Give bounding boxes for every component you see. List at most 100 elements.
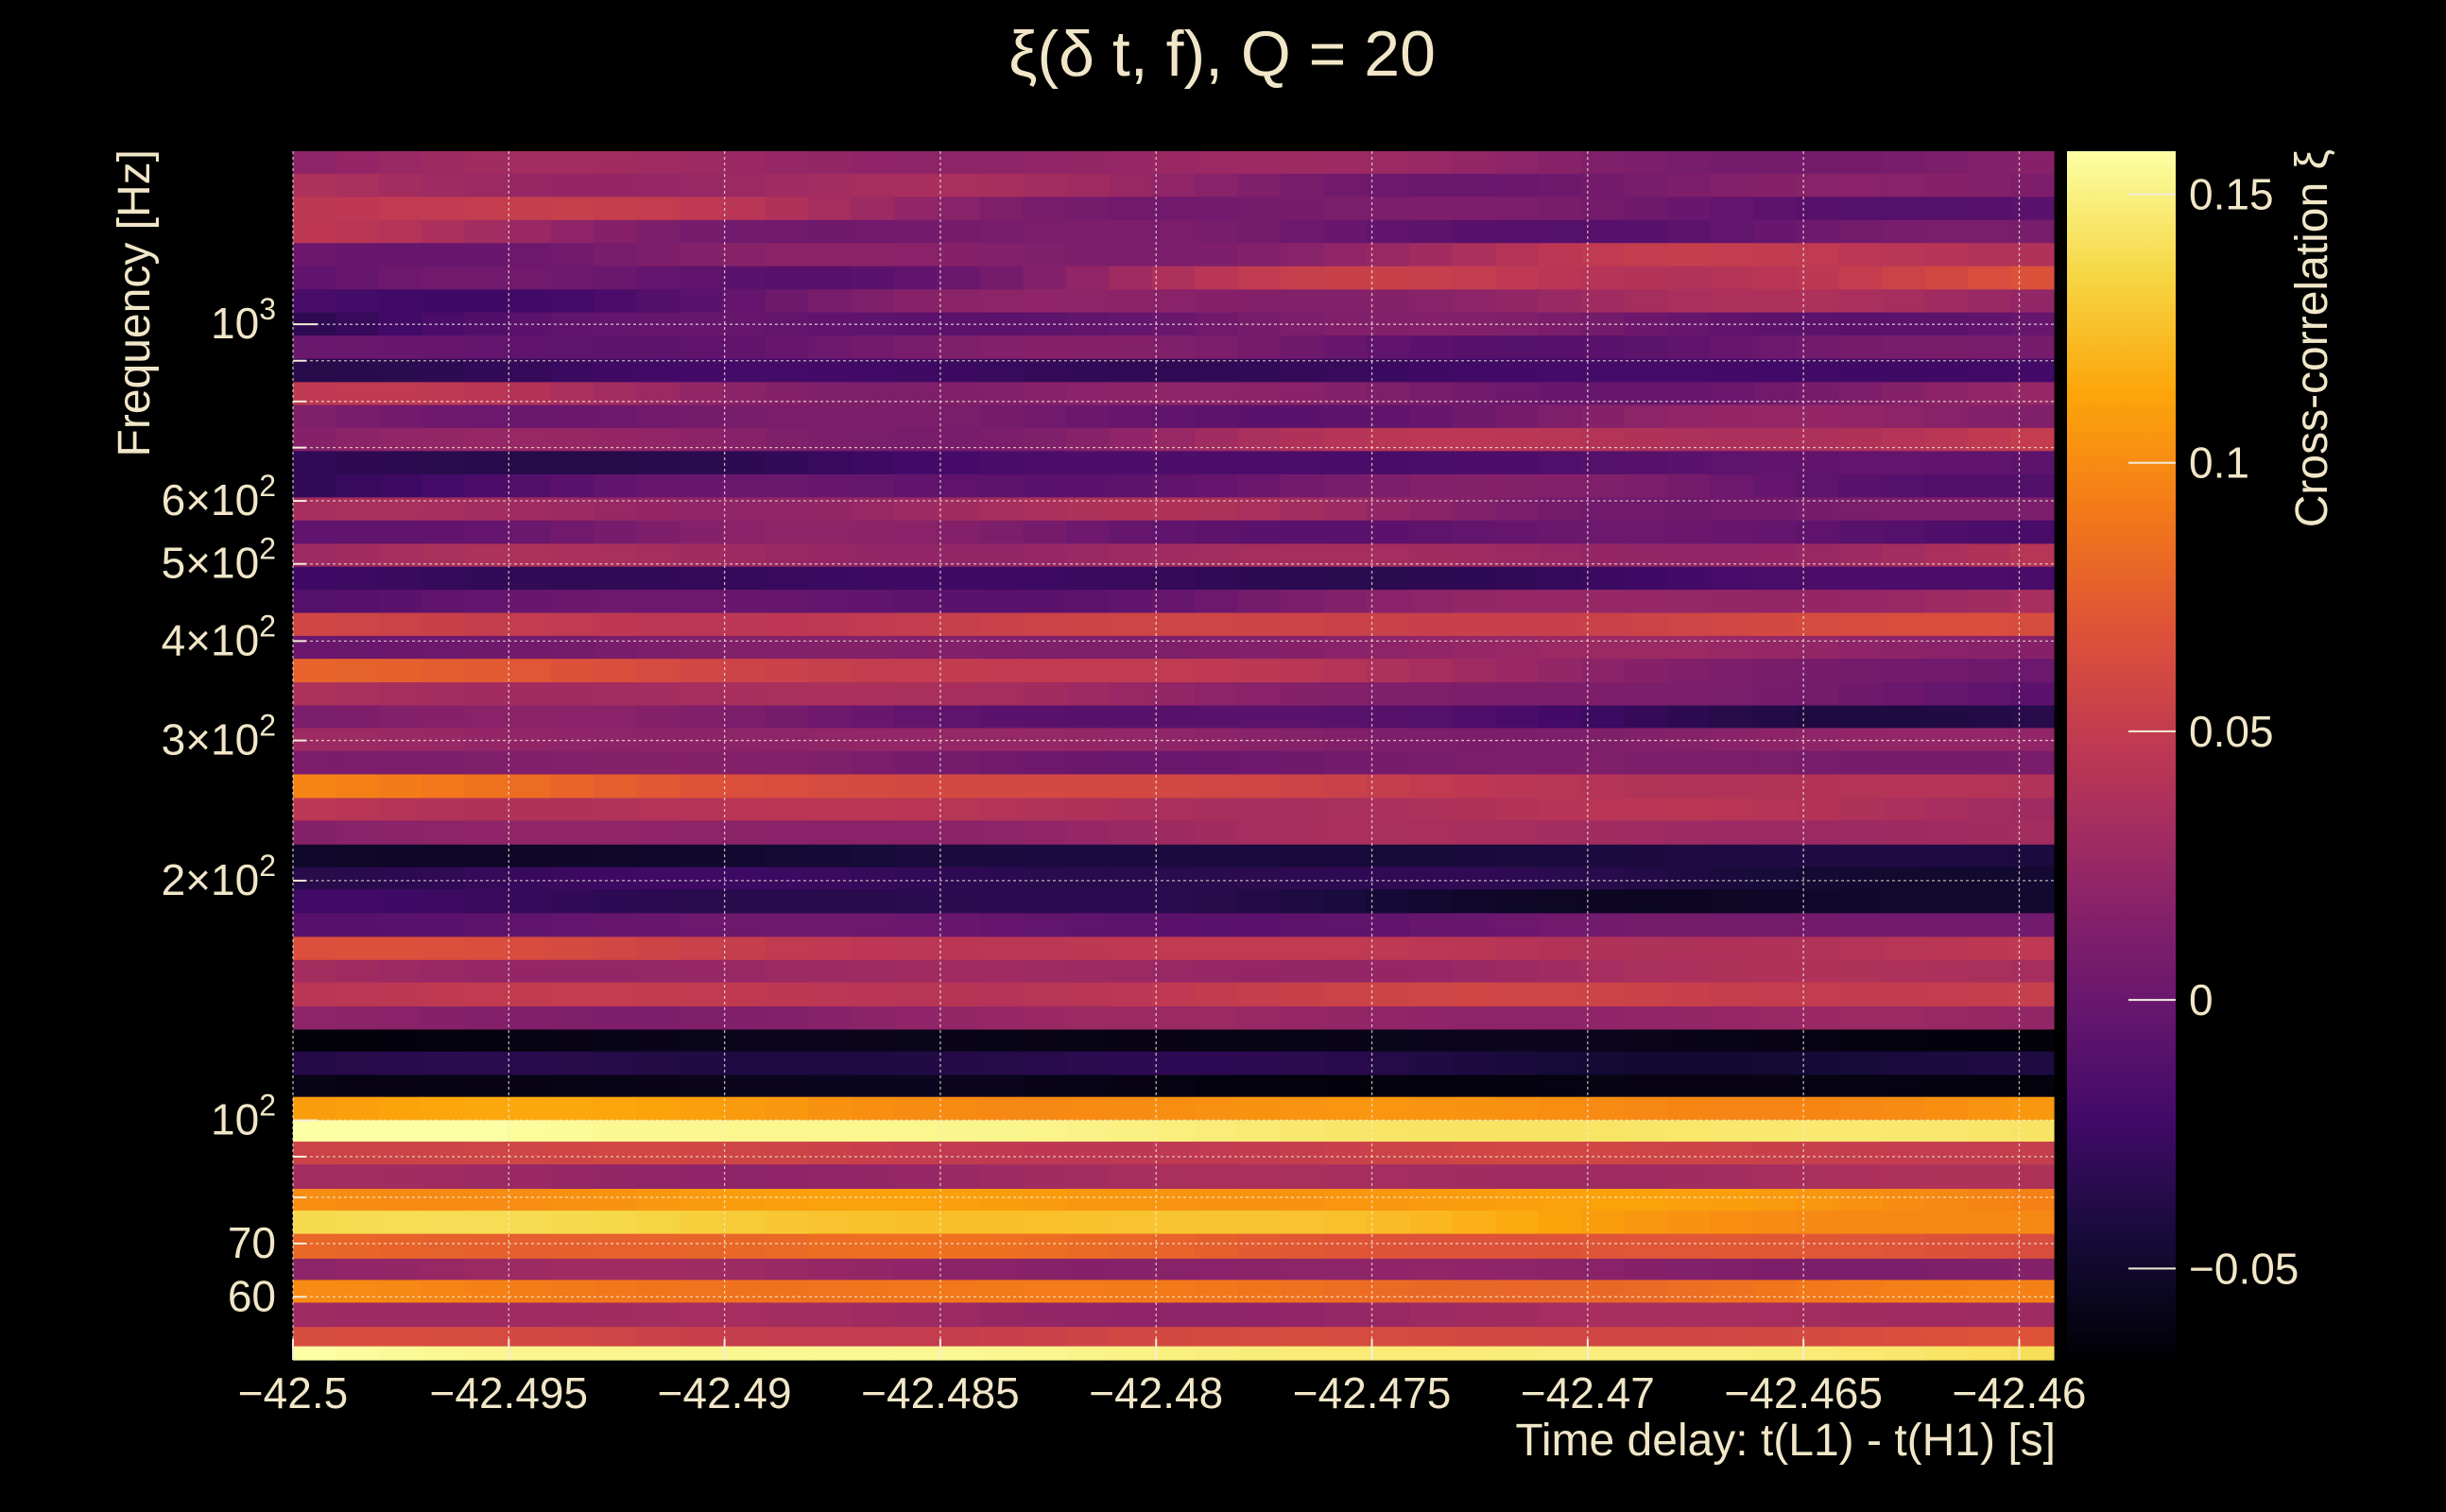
heatmap-cell xyxy=(980,151,1025,175)
heatmap-cell xyxy=(722,728,767,752)
heatmap-cell xyxy=(851,151,895,175)
heatmap-cell xyxy=(679,289,723,314)
heatmap-cell xyxy=(1452,520,1496,545)
heatmap-cell xyxy=(765,1258,809,1281)
heatmap-cell xyxy=(1796,1189,1840,1211)
heatmap-cell xyxy=(1281,566,1325,591)
heatmap-cell xyxy=(679,1096,723,1122)
heatmap-cell xyxy=(550,1120,594,1143)
heatmap-cell xyxy=(464,404,508,429)
heatmap-cell xyxy=(1323,1280,1368,1304)
heatmap-cell xyxy=(1023,705,1067,730)
heatmap-cell xyxy=(808,566,853,591)
heatmap-cell xyxy=(1968,659,2012,683)
heatmap-cell xyxy=(980,1302,1025,1328)
heatmap-cell xyxy=(1538,1096,1582,1122)
heatmap-cell xyxy=(980,219,1025,244)
heatmap-cell xyxy=(1366,590,1411,614)
heatmap-cell xyxy=(550,335,594,360)
heatmap-cell xyxy=(722,705,767,730)
heatmap-cell xyxy=(422,659,466,683)
heatmap-cell xyxy=(1968,1189,2012,1211)
heatmap-cell xyxy=(1151,266,1196,290)
heatmap-cell xyxy=(937,889,981,914)
heatmap-cell xyxy=(1366,889,1411,914)
heatmap-cell xyxy=(422,1327,466,1348)
heatmap-cell xyxy=(1237,1327,1282,1348)
heatmap-cell xyxy=(1538,635,1582,660)
heatmap-cell xyxy=(1195,820,1239,846)
heatmap-cell xyxy=(1838,982,1883,1007)
heatmap-cell xyxy=(594,682,638,707)
heatmap-cell xyxy=(1023,1346,1067,1361)
heatmap-cell xyxy=(1882,1211,1926,1235)
heatmap-cell xyxy=(851,750,895,776)
heatmap-cell xyxy=(1237,1258,1282,1281)
heatmap-cell xyxy=(2010,1346,2055,1361)
heatmap-cell xyxy=(1968,1120,2012,1143)
heatmap-cell xyxy=(1195,1258,1239,1281)
heatmap-cell xyxy=(1452,959,1496,984)
heatmap-cell xyxy=(1538,936,1582,961)
heatmap-cell xyxy=(1409,798,1454,821)
heatmap-cell xyxy=(1151,1142,1196,1165)
heatmap-cell xyxy=(1838,936,1883,961)
heatmap-cell xyxy=(1409,451,1454,475)
heatmap-cell xyxy=(1195,1005,1239,1031)
heatmap-cell xyxy=(293,473,337,498)
heatmap-cell xyxy=(722,173,767,198)
heatmap-cell xyxy=(1924,1302,1969,1328)
heatmap-cell xyxy=(1667,451,1712,475)
heatmap-cell xyxy=(336,889,380,914)
heatmap-cell xyxy=(1710,659,1754,683)
heatmap-cell xyxy=(1838,913,1883,937)
heatmap-cell xyxy=(1796,335,1840,360)
heatmap-cell xyxy=(2010,820,2055,846)
heatmap-cell xyxy=(1882,1233,1926,1260)
heatmap-cell xyxy=(1237,982,1282,1007)
heatmap-cell xyxy=(1023,728,1067,752)
heatmap-cell xyxy=(1796,1233,1840,1260)
heatmap-cell xyxy=(1281,1096,1325,1122)
heatmap-cell xyxy=(1281,728,1325,752)
heatmap-cell xyxy=(1581,243,1626,267)
heatmap-cell xyxy=(1495,1258,1540,1281)
heatmap-cell xyxy=(1667,798,1712,821)
heatmap-cell xyxy=(464,635,508,660)
heatmap-cell xyxy=(1323,1346,1368,1361)
heatmap-cell xyxy=(1968,1074,2012,1098)
heatmap-cell xyxy=(1195,913,1239,937)
heatmap-cell xyxy=(1323,889,1368,914)
heatmap-cell xyxy=(464,1164,508,1190)
heatmap-cell xyxy=(1624,867,1668,890)
y-tick-label: 4×102 xyxy=(162,609,276,664)
heatmap-cell xyxy=(1581,1051,1626,1076)
heatmap-cell xyxy=(808,659,853,683)
heatmap-cell xyxy=(1323,1029,1368,1053)
heatmap-cell xyxy=(1495,1029,1540,1053)
heatmap-cell xyxy=(1581,151,1626,175)
heatmap-cell xyxy=(508,358,552,383)
heatmap-cell xyxy=(1882,659,1926,683)
heatmap-cell xyxy=(1237,959,1282,984)
heatmap-cell xyxy=(508,219,552,244)
heatmap-cell xyxy=(1624,590,1668,614)
heatmap-cell xyxy=(937,404,981,429)
heatmap-cell xyxy=(765,473,809,498)
heatmap-cell xyxy=(894,798,939,821)
heatmap-cell xyxy=(1109,404,1153,429)
heatmap-cell xyxy=(1968,1211,2012,1235)
heatmap-cell xyxy=(1796,774,1840,799)
heatmap-cell xyxy=(1667,913,1712,937)
heatmap-cell xyxy=(1151,750,1196,776)
heatmap-cell xyxy=(1495,936,1540,961)
heatmap-cell xyxy=(422,1120,466,1143)
heatmap-cell xyxy=(679,959,723,984)
heatmap-cell xyxy=(2010,1120,2055,1143)
heatmap-cell xyxy=(1151,798,1196,821)
heatmap-cell xyxy=(1409,1120,1454,1143)
heatmap-cell xyxy=(594,335,638,360)
heatmap-cell xyxy=(2010,936,2055,961)
heatmap-cell xyxy=(1023,612,1067,637)
